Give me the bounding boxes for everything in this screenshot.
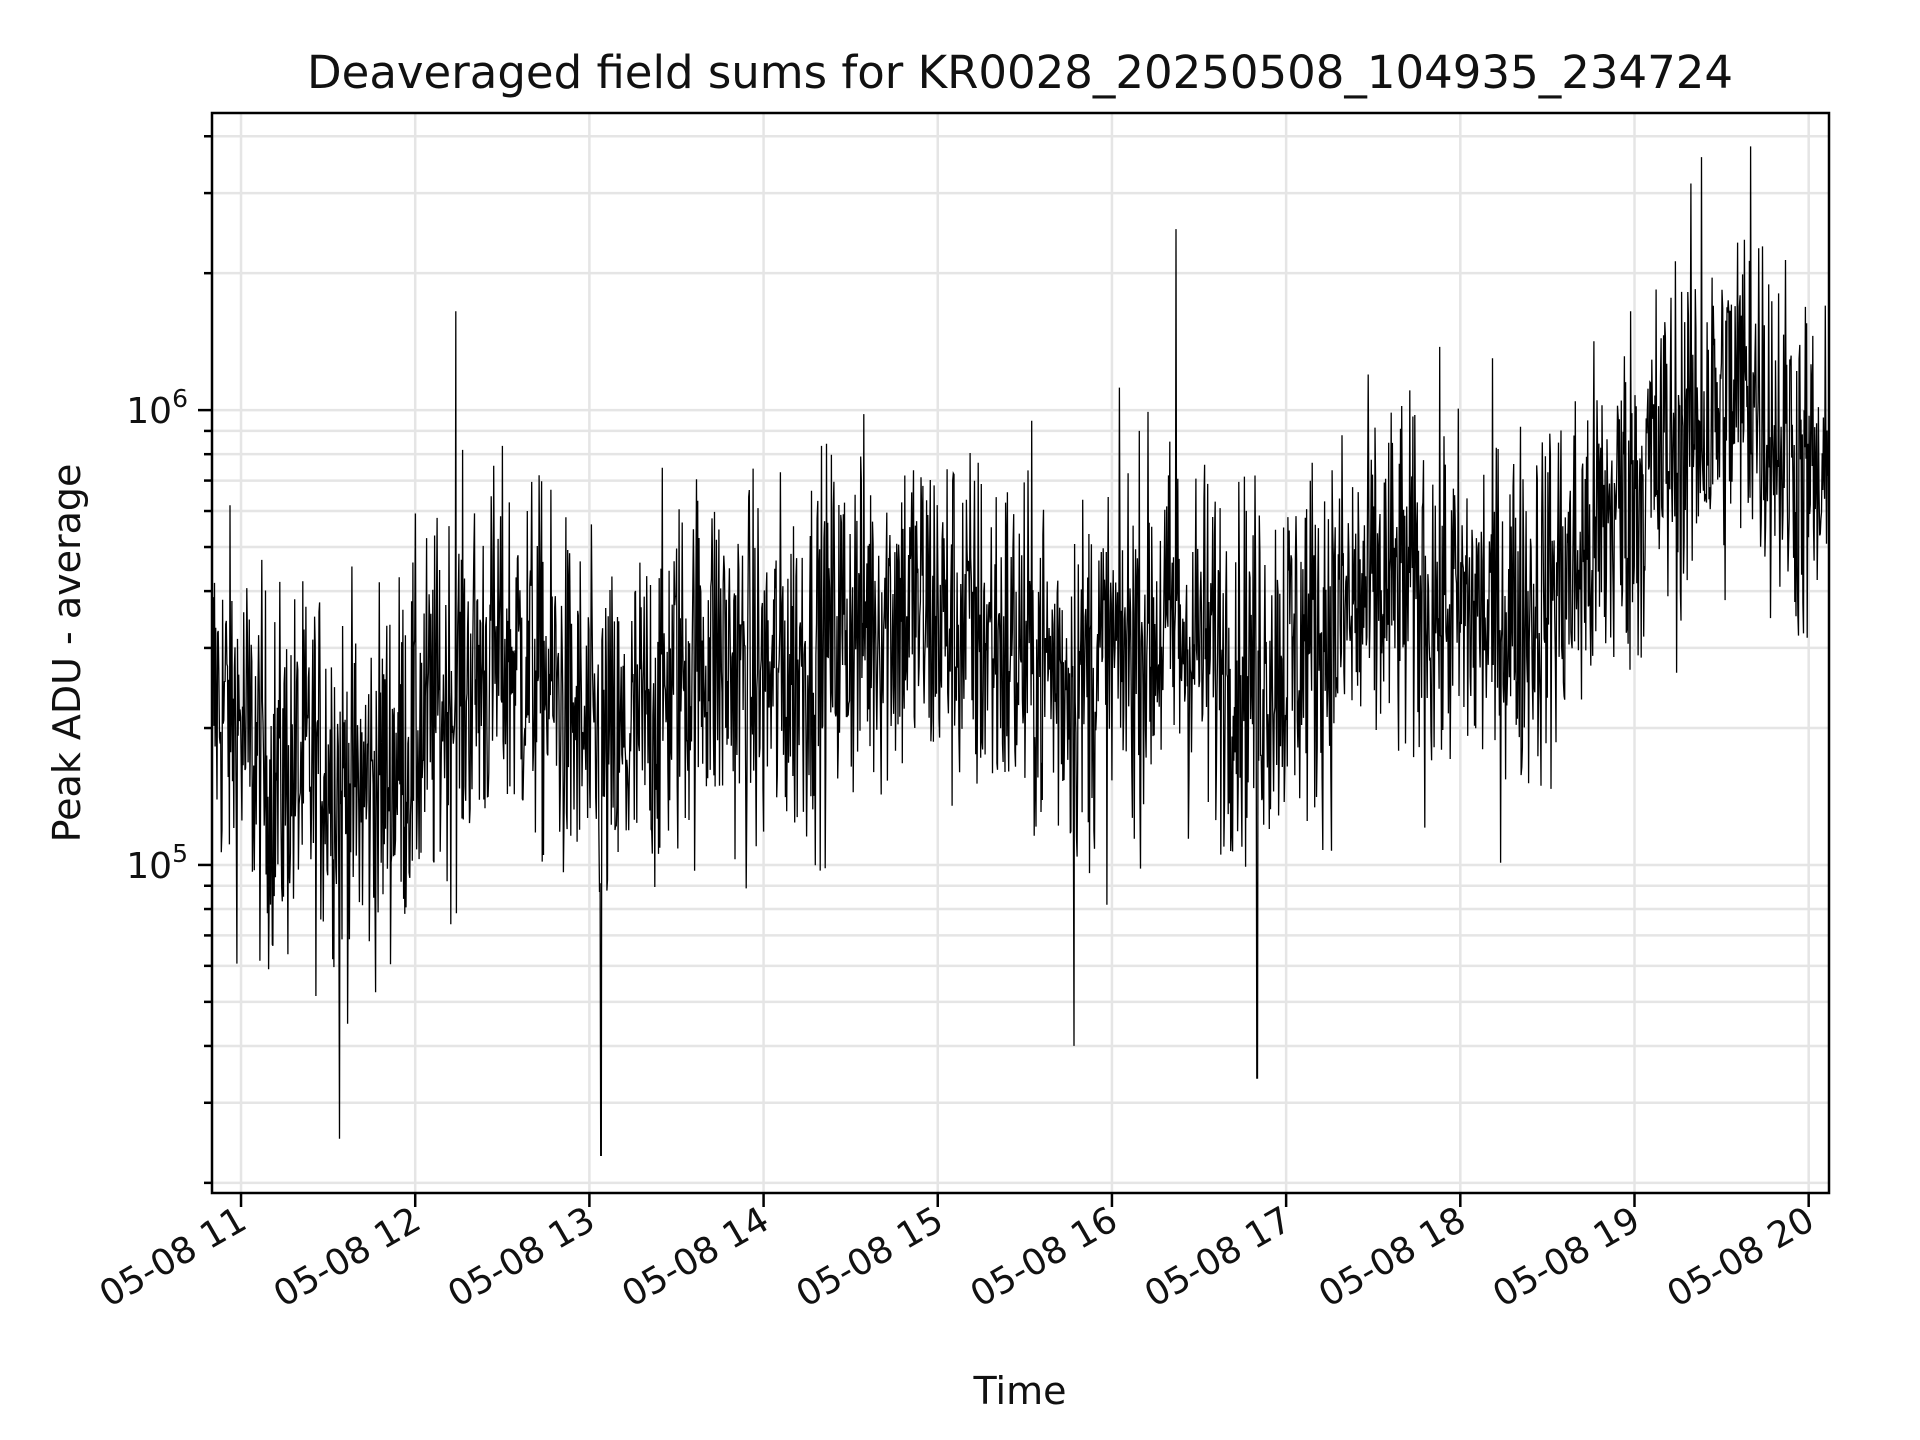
x-axis-label: Time	[973, 1369, 1067, 1413]
x-tick-label: 05-08 18	[1312, 1199, 1473, 1315]
x-tick-label: 05-08 16	[964, 1199, 1125, 1315]
x-tick-label: 05-08 20	[1661, 1199, 1822, 1315]
y-axis-label: Peak ADU - average	[45, 464, 89, 843]
x-tick-label: 05-08 14	[615, 1199, 776, 1315]
chart-title: Deaveraged field sums for KR0028_2025050…	[307, 46, 1733, 99]
x-tick-label: 05-08 13	[441, 1199, 602, 1315]
plot-frame	[210, 111, 1831, 1195]
x-tick-label: 05-08 12	[267, 1199, 428, 1315]
y-tick-label: 106	[126, 384, 188, 432]
series-line	[211, 146, 1830, 1156]
series-layer	[211, 146, 1830, 1156]
x-tick-label: 05-08 19	[1486, 1199, 1647, 1315]
x-tick-label: 05-08 15	[790, 1199, 951, 1315]
x-tick-label: 05-08 17	[1138, 1199, 1299, 1315]
x-tick-label: 05-08 11	[93, 1199, 254, 1315]
y-tick-label: 105	[126, 839, 188, 887]
